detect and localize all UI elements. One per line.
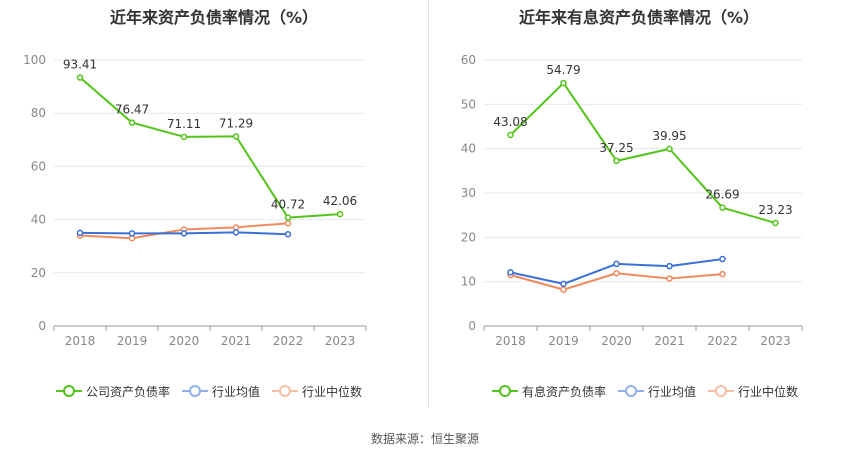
x-tick-label: 2021 [654, 334, 685, 348]
data-point-company[interactable] [507, 131, 514, 139]
data-point-mean[interactable] [232, 229, 240, 236]
data-label: 26.69 [705, 188, 739, 202]
data-point-median[interactable] [666, 275, 673, 282]
data-label: 37.25 [599, 141, 633, 155]
data-label: 42.06 [323, 194, 357, 208]
legend-marker-icon [272, 384, 299, 398]
data-point-median[interactable] [719, 270, 726, 278]
data-point-company[interactable] [284, 214, 292, 221]
data-point-mean[interactable] [613, 260, 620, 268]
data-point-company[interactable] [128, 119, 136, 126]
x-tick-label: 2022 [707, 334, 738, 348]
data-point-median[interactable] [232, 224, 240, 231]
x-tick-label: 2019 [117, 334, 148, 348]
data-label: 40.72 [271, 198, 305, 212]
legend-item-industry-mean[interactable]: 行业均值 [182, 383, 260, 400]
x-tick-label: 2023 [325, 334, 356, 348]
data-point-mean[interactable] [128, 230, 136, 237]
chart-plot-left: 0 20 40 60 80 100 2018 2019 2020 2021 2022 2023 93.4… [23, 53, 367, 348]
legend-label: 有息资产负债率 [522, 384, 607, 399]
y-tick-label: 80 [31, 106, 46, 120]
legend-label: 行业中位数 [302, 384, 363, 399]
x-tick-label: 2018 [495, 334, 526, 348]
chart-title-left: 近年来资产负债率情况（%） [109, 8, 319, 27]
data-point-company[interactable] [560, 79, 567, 87]
legend-item-company-debt-ratio[interactable]: 公司资产负债率 [56, 383, 170, 400]
y-tick-label: 60 [31, 159, 46, 173]
data-point-company[interactable] [772, 219, 779, 227]
data-label: 93.41 [63, 58, 97, 72]
data-point-company[interactable] [613, 157, 620, 165]
y-tick-label: 100 [23, 53, 46, 67]
legend-left: 公司资产负债率 行业均值 行业中位数 [56, 381, 374, 401]
data-point-median[interactable] [284, 220, 292, 227]
data-point-mean[interactable] [76, 229, 84, 237]
y-tick-label: 50 [461, 97, 476, 111]
data-point-company[interactable] [180, 133, 188, 141]
data-point-company[interactable] [719, 204, 726, 211]
data-source-note: 数据来源：恒生聚源 [370, 432, 479, 446]
legend-marker-icon [708, 384, 735, 398]
x-tick-label: 2018 [65, 334, 96, 348]
legend-item-industry-median[interactable]: 行业中位数 [708, 383, 798, 400]
data-point-mean[interactable] [560, 280, 567, 288]
legend-label: 行业均值 [648, 384, 697, 399]
y-tick-label: 0 [38, 319, 46, 333]
data-point-company[interactable] [232, 133, 240, 140]
legend-marker-icon [182, 384, 209, 398]
y-tick-label: 20 [461, 230, 476, 244]
data-point-mean[interactable] [284, 230, 292, 238]
data-point-company[interactable] [76, 74, 84, 81]
series-line-company [79, 76, 341, 219]
legend-marker-icon [618, 384, 645, 398]
y-tick-label: 0 [468, 319, 476, 333]
y-tick-label: 40 [461, 142, 476, 156]
data-label: 23.23 [758, 203, 792, 217]
legend-item-interest-debt-ratio[interactable]: 有息资产负债率 [492, 383, 606, 400]
legend-marker-icon [56, 384, 82, 398]
data-point-mean[interactable] [180, 230, 188, 237]
data-point-mean[interactable] [507, 269, 514, 276]
y-tick-label: 30 [461, 186, 476, 200]
data-point-mean[interactable] [719, 255, 726, 263]
data-label: 39.95 [652, 129, 686, 143]
data-point-company[interactable] [336, 210, 344, 218]
chart-title-right: 近年来有息资产负债率情况（%） [518, 8, 760, 27]
data-label: 76.47 [115, 103, 149, 117]
x-tick-label: 2022 [273, 334, 304, 348]
legend-item-industry-mean[interactable]: 行业均值 [618, 383, 696, 400]
series-line-company [509, 82, 776, 224]
y-tick-label: 20 [31, 266, 46, 280]
data-point-company[interactable] [666, 145, 673, 153]
chart-plot-right: 0 10 20 30 40 50 60 2018 2019 2020 2021 2022 2023 43.… [461, 53, 803, 348]
data-point-median[interactable] [613, 269, 620, 277]
x-tick-label: 2020 [601, 334, 632, 348]
data-label: 71.11 [167, 117, 201, 131]
chart-divider [428, 0, 429, 408]
x-tick-label: 2021 [221, 334, 252, 348]
data-label: 71.29 [219, 116, 253, 130]
data-point-median[interactable] [560, 286, 567, 293]
data-point-mean[interactable] [666, 262, 673, 270]
x-tick-label: 2023 [760, 334, 791, 348]
data-label: 43.08 [493, 115, 527, 129]
legend-item-industry-median[interactable]: 行业中位数 [272, 383, 362, 400]
x-tick-label: 2019 [548, 334, 579, 348]
legend-label: 公司资产负债率 [86, 384, 171, 399]
legend-label: 行业均值 [212, 384, 261, 399]
x-tick-label: 2020 [169, 334, 200, 348]
legend-right: 有息资产负债率 行业均值 行业中位数 [492, 381, 810, 401]
legend-label: 行业中位数 [738, 384, 799, 399]
y-tick-label: 60 [461, 53, 476, 67]
y-tick-label: 40 [31, 213, 46, 227]
legend-marker-icon [492, 384, 518, 398]
data-label: 54.79 [546, 63, 580, 77]
y-tick-label: 10 [461, 275, 476, 289]
